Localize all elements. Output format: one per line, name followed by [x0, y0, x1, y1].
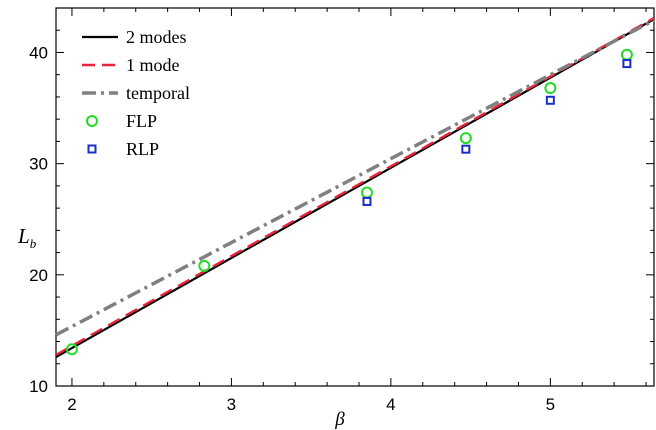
y-tick-label: 20	[29, 266, 48, 285]
point-flp	[620, 48, 633, 61]
legend-swatch-rlp	[87, 144, 97, 154]
legend: 2 modes 1 mode temporal FLP RLP	[82, 27, 190, 159]
axis-ticks	[56, 7, 654, 387]
x-tick-label: 5	[546, 395, 555, 414]
legend-label-temporal: temporal	[126, 83, 190, 103]
point-flp	[360, 186, 373, 199]
x-tick-label: 3	[227, 395, 236, 414]
series-line-temporal	[55, 18, 655, 337]
point-rlp	[622, 59, 632, 69]
y-axis-title-sub: b	[30, 236, 37, 251]
y-tick-label: 40	[29, 43, 48, 62]
y-axis-title-main: L	[17, 224, 30, 248]
y-tick-label: 10	[29, 377, 48, 396]
x-tick-labels: 2 3 4 5	[67, 395, 555, 414]
legend-swatch-flp	[86, 115, 98, 127]
point-rlp	[461, 144, 471, 154]
plot-frame	[55, 7, 655, 387]
point-rlp	[362, 196, 372, 206]
x-axis-title: β	[334, 409, 345, 430]
x-tick-label: 4	[386, 395, 395, 414]
legend-label-1-mode: 1 mode	[126, 55, 180, 75]
point-flp	[65, 343, 78, 356]
series-points	[65, 48, 633, 356]
series-line-1-mode	[55, 16, 655, 356]
legend-label-flp: FLP	[126, 111, 157, 131]
y-axis-title: Lb	[17, 224, 37, 251]
y-tick-label: 30	[29, 155, 48, 174]
legend-label-2-modes: 2 modes	[126, 27, 187, 47]
point-flp	[544, 82, 557, 95]
point-flp	[198, 259, 211, 272]
series-lines	[55, 16, 655, 359]
legend-label-rlp: RLP	[126, 139, 159, 159]
point-flp	[459, 132, 472, 145]
x-tick-label: 2	[67, 395, 76, 414]
y-tick-labels: 10 20 30 40	[29, 43, 48, 396]
point-rlp	[545, 95, 555, 105]
